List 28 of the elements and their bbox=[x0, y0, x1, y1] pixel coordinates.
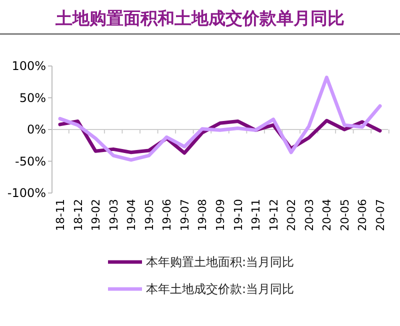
x-tick-label: 19-04 bbox=[125, 199, 138, 231]
x-tick-label: 19-08 bbox=[196, 199, 210, 231]
x-tick-label: 20-02 bbox=[285, 199, 298, 231]
x-tick-label: 20-07 bbox=[374, 199, 387, 231]
x-tick-label: 19-07 bbox=[178, 199, 192, 231]
x-tick-label: 20-04 bbox=[320, 199, 334, 231]
x-tick-label: 19-09 bbox=[214, 199, 227, 231]
x-tick-label: 20-05 bbox=[338, 199, 352, 231]
legend-label: 本年土地成交价款:当月同比 bbox=[146, 282, 294, 296]
x-tick-label: 18-12 bbox=[72, 199, 85, 231]
y-tick-label: 50% bbox=[19, 90, 46, 105]
x-tick-label: 19-03 bbox=[107, 199, 120, 231]
x-tick-label: 20-03 bbox=[302, 199, 316, 231]
x-tick-label: 19-06 bbox=[160, 199, 174, 231]
x-tick-label: 19-05 bbox=[142, 199, 156, 231]
x-tick-label: 19-11 bbox=[250, 199, 263, 231]
y-tick-label: -100% bbox=[7, 186, 46, 200]
line-series bbox=[58, 76, 382, 162]
legend-label: 本年购置土地面积:当月同比 bbox=[146, 255, 294, 270]
x-tick-label: 19-02 bbox=[90, 199, 103, 231]
x-tick-label: 20-06 bbox=[356, 199, 370, 231]
x-tick-label: 19-12 bbox=[267, 199, 280, 231]
y-tick-label: 100% bbox=[12, 59, 46, 74]
y-tick-label: -50% bbox=[14, 154, 46, 168]
y-tick-label: 0% bbox=[26, 122, 46, 137]
x-tick-label: 18-11 bbox=[54, 199, 67, 231]
x-tick-label: 19-10 bbox=[232, 199, 245, 231]
chart-title: 土地购置面积和土地成交价款单月同比 bbox=[54, 9, 344, 29]
